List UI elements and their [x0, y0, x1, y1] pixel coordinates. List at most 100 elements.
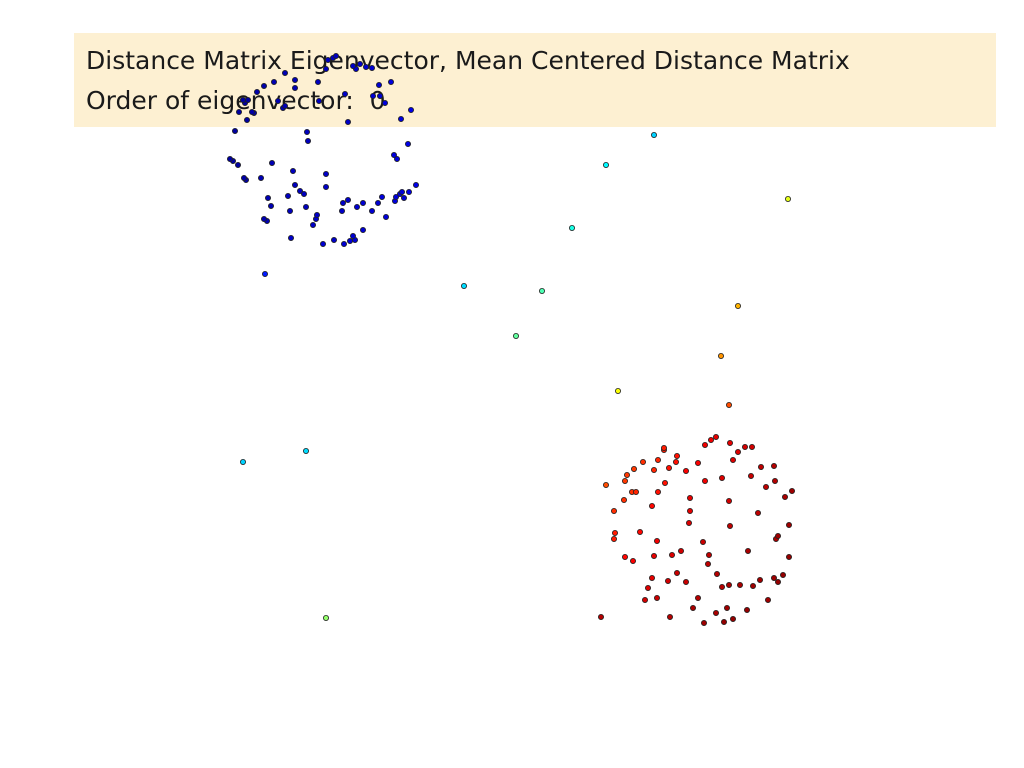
- scatter-point: [630, 558, 637, 565]
- scatter-point: [231, 127, 238, 134]
- scatter-point: [701, 620, 708, 627]
- scatter-point: [719, 584, 726, 591]
- scatter-point: [718, 352, 725, 359]
- scatter-point: [763, 483, 770, 490]
- scatter-point: [291, 85, 298, 92]
- scatter-point: [304, 137, 311, 144]
- scatter-point: [615, 387, 622, 394]
- scatter-point: [302, 447, 309, 454]
- chart-title: Distance Matrix Eigenvector, Mean Center…: [86, 41, 984, 81]
- scatter-point: [356, 61, 363, 68]
- scatter-point: [539, 287, 546, 294]
- scatter-point: [637, 529, 644, 536]
- scatter-point: [341, 91, 348, 98]
- scatter-point: [700, 539, 707, 546]
- scatter-point: [264, 194, 271, 201]
- scatter-point: [742, 443, 749, 450]
- scatter-point: [460, 282, 467, 289]
- scatter-point: [649, 502, 656, 509]
- scatter-point: [755, 509, 762, 516]
- scatter-point: [393, 155, 400, 162]
- scatter-point: [730, 616, 737, 623]
- scatter-point: [287, 234, 294, 241]
- scatter-point: [339, 199, 346, 206]
- scatter-point: [349, 63, 356, 70]
- scatter-point: [631, 465, 638, 472]
- scatter-point: [513, 332, 520, 339]
- scatter-point: [289, 167, 296, 174]
- scatter-point: [674, 570, 681, 577]
- scatter-point: [705, 561, 712, 568]
- scatter-point: [683, 579, 690, 586]
- scatter-point: [651, 553, 658, 560]
- scatter-point: [368, 65, 375, 72]
- scatter-point: [713, 610, 720, 617]
- scatter-point: [257, 174, 264, 181]
- scatter-point: [234, 161, 241, 168]
- scatter-point: [346, 237, 353, 244]
- scatter-point: [353, 203, 360, 210]
- scatter-point: [649, 575, 656, 582]
- scatter-point: [771, 462, 778, 469]
- chart-title-text: Distance Matrix Eigenvector, Mean Center…: [86, 46, 850, 75]
- scatter-point: [300, 190, 307, 197]
- scatter-point: [624, 471, 631, 478]
- scatter-point: [260, 215, 267, 222]
- scatter-point: [362, 64, 369, 71]
- scatter-point: [727, 523, 734, 530]
- scatter-point: [240, 174, 247, 181]
- scatter-point: [248, 109, 255, 116]
- scatter-point: [405, 188, 412, 195]
- scatter-point: [678, 548, 685, 555]
- title-box: Distance Matrix Eigenvector, Mean Center…: [74, 33, 996, 127]
- scatter-point: [771, 575, 778, 582]
- scatter-point: [612, 530, 619, 537]
- scatter-point: [655, 488, 662, 495]
- scatter-point: [622, 554, 629, 561]
- scatter-point: [322, 615, 329, 622]
- scatter-point: [404, 140, 411, 147]
- scatter-point: [239, 458, 246, 465]
- scatter-point: [281, 70, 288, 77]
- scatter-point: [686, 520, 693, 527]
- scatter-point: [291, 181, 298, 188]
- scatter-point: [786, 554, 793, 561]
- scatter-point: [713, 433, 720, 440]
- scatter-point: [735, 448, 742, 455]
- scatter-point: [775, 579, 782, 586]
- scatter-point: [748, 472, 755, 479]
- scatter-point: [789, 487, 796, 494]
- scatter-point: [291, 77, 298, 84]
- scatter-point: [765, 597, 772, 604]
- eigenvector-order-label: Order of eigenvector:: [86, 86, 354, 115]
- scatter-point: [669, 552, 676, 559]
- scatter-point: [407, 107, 414, 114]
- scatter-point: [665, 578, 672, 585]
- scatter-point: [319, 240, 326, 247]
- scatter-point: [359, 226, 366, 233]
- scatter-point: [714, 571, 721, 578]
- scatter-point: [727, 439, 734, 446]
- scatter-point: [782, 493, 789, 500]
- scatter-point: [651, 131, 658, 138]
- scatter-point: [412, 181, 419, 188]
- scatter-point: [378, 193, 385, 200]
- scatter-point: [719, 474, 726, 481]
- scatter-point: [243, 117, 250, 124]
- scatter-point: [611, 536, 618, 543]
- scatter-point: [267, 202, 274, 209]
- scatter-point: [726, 497, 733, 504]
- scatter-point: [369, 93, 376, 100]
- scatter-point: [368, 207, 375, 214]
- scatter-point: [687, 494, 694, 501]
- scatter-point: [315, 98, 322, 105]
- scatter-point: [268, 159, 275, 166]
- scatter-point: [344, 196, 351, 203]
- scatter-point: [735, 302, 742, 309]
- scatter-point: [397, 116, 404, 123]
- scatter-point: [611, 507, 618, 514]
- scatter-point: [757, 577, 764, 584]
- scatter-point: [683, 467, 690, 474]
- scatter-point: [654, 595, 661, 602]
- scatter-point: [780, 572, 787, 579]
